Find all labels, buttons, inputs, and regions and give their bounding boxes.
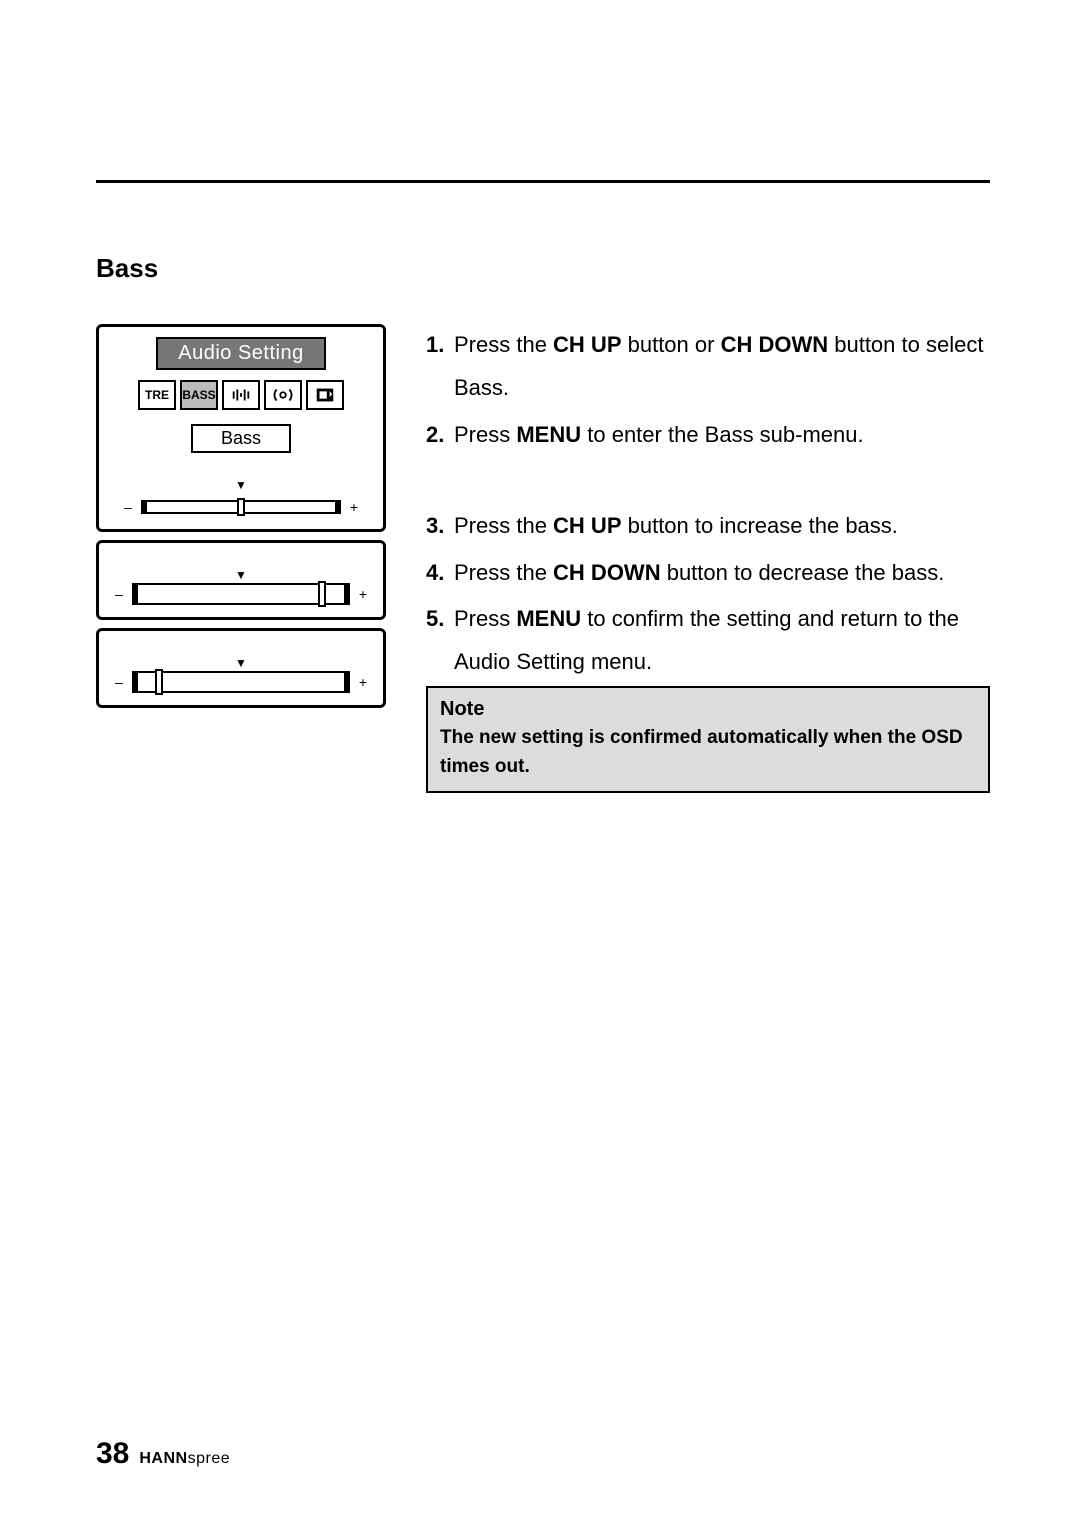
tab-mode-icon [306,380,344,410]
step-item: 1.Press the CH UP button or CH DOWN butt… [426,324,990,410]
tab-surround-icon [264,380,302,410]
steps-list-a: 1.Press the CH UP button or CH DOWN butt… [426,324,990,457]
osd-title: Audio Setting [156,337,325,370]
steps-list-b: 3.Press the CH UP button to increase the… [426,505,990,685]
note-body: The new setting is confirmed automatical… [440,724,976,781]
figure-column: Audio Setting TRE BASS Bass ▼ [96,324,386,716]
minus-icon: – [121,499,135,515]
step-item: 2.Press MENU to enter the Bass sub-menu. [426,414,990,457]
note-title: Note [440,694,976,724]
step-item: 4.Press the CH DOWN button to decrease t… [426,552,990,595]
caret-down-icon: ▼ [235,657,247,669]
top-rule [96,180,990,183]
slider-main: – + [107,499,375,515]
note-box: Note The new setting is confirmed automa… [426,686,990,793]
minus-icon: – [112,674,126,690]
minus-icon: – [112,586,126,602]
page-number: 38 [96,1437,129,1471]
tab-tre: TRE [138,380,176,410]
osd-slider-decreased: ▼ – + [96,628,386,708]
section-title: Bass [96,253,990,284]
caret-down-icon: ▼ [235,569,247,581]
plus-icon: + [356,674,370,690]
tab-bass: BASS [180,380,218,410]
page-footer: 38 HANNspree [96,1437,230,1471]
osd-slider-increased: ▼ – + [96,540,386,620]
step-item: 3.Press the CH UP button to increase the… [426,505,990,548]
osd-audio-setting: Audio Setting TRE BASS Bass ▼ [96,324,386,532]
instructions-column: 1.Press the CH UP button or CH DOWN butt… [426,324,990,793]
tab-balance-icon [222,380,260,410]
osd-tab-row: TRE BASS [138,380,344,410]
plus-icon: + [356,586,370,602]
brand-logo: HANNspree [139,1450,230,1468]
plus-icon: + [347,499,361,515]
step-item: 5.Press MENU to confirm the setting and … [426,598,990,684]
caret-down-icon: ▼ [235,479,247,491]
osd-selected-label: Bass [191,424,291,453]
